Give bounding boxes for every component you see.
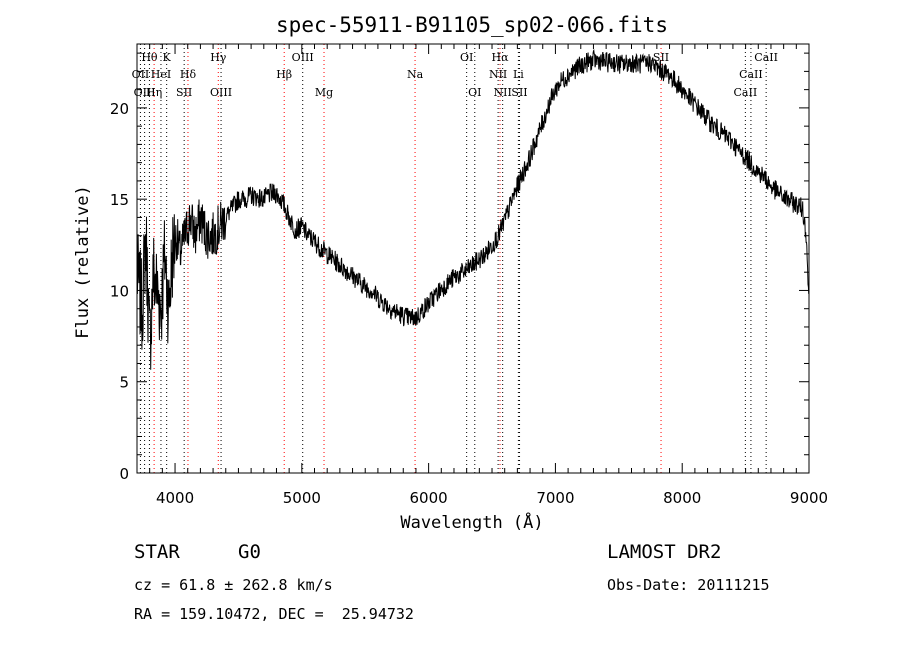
line-label: OI [468,86,481,99]
axis-ticks: 4000 5000 6000 7000 8000 9000 0 5 10 15 20 [110,44,828,507]
redshift-cz: cz = 61.8 ± 262.8 km/s [134,576,333,594]
line-label: CaII [754,51,778,64]
x-tick-label: 8000 [663,489,701,507]
coordinates: RA = 159.10472, DEC = 25.94732 [134,605,414,623]
line-label: Hη [146,86,162,99]
line-label: CaII [739,68,763,81]
y-tick-label: 20 [110,100,129,118]
line-label: HeI [151,68,171,81]
line-label: CaII [734,86,758,99]
plot-frame [136,43,810,474]
spectrum-line [136,48,810,370]
line-label: SII [653,51,669,64]
y-tick-label: 0 [119,465,129,483]
line-label: Hβ [276,68,292,81]
line-label: Hδ [180,68,197,81]
y-axis-label: Flux (relative) [73,185,93,339]
line-label: K [163,51,172,64]
line-label: Hθ [141,51,158,64]
line-label: OI [460,51,473,64]
object-subclass: G0 [238,541,261,563]
line-label: OIII [210,86,232,99]
x-tick-label: 5000 [283,489,321,507]
line-label: SII [511,86,527,99]
line-label: Li [513,68,524,81]
object-class: STAR [134,541,180,563]
line-label: OIII [292,51,314,64]
line-label: Hα [491,51,509,64]
y-tick-label: 15 [110,191,129,209]
x-tick-label: 9000 [790,489,828,507]
observation-date: Obs-Date: 20111215 [607,576,770,594]
line-label: NII [489,68,507,81]
x-tick-label: 7000 [536,489,574,507]
line-label: NII [494,86,512,99]
line-label: SII [176,86,192,99]
y-tick-label: 5 [119,374,129,392]
x-tick-label: 4000 [156,489,194,507]
chart-title: spec-55911-B91105_sp02-066.fits [276,13,668,37]
line-label: Hγ [210,51,227,64]
line-label: OII [132,68,150,81]
line-label: Mg [315,86,333,99]
x-axis-label: Wavelength (Å) [400,511,543,533]
y-tick-label: 10 [110,282,129,300]
line-label: Na [407,68,424,81]
survey-name: LAMOST DR2 [607,541,722,563]
x-tick-label: 6000 [410,489,448,507]
